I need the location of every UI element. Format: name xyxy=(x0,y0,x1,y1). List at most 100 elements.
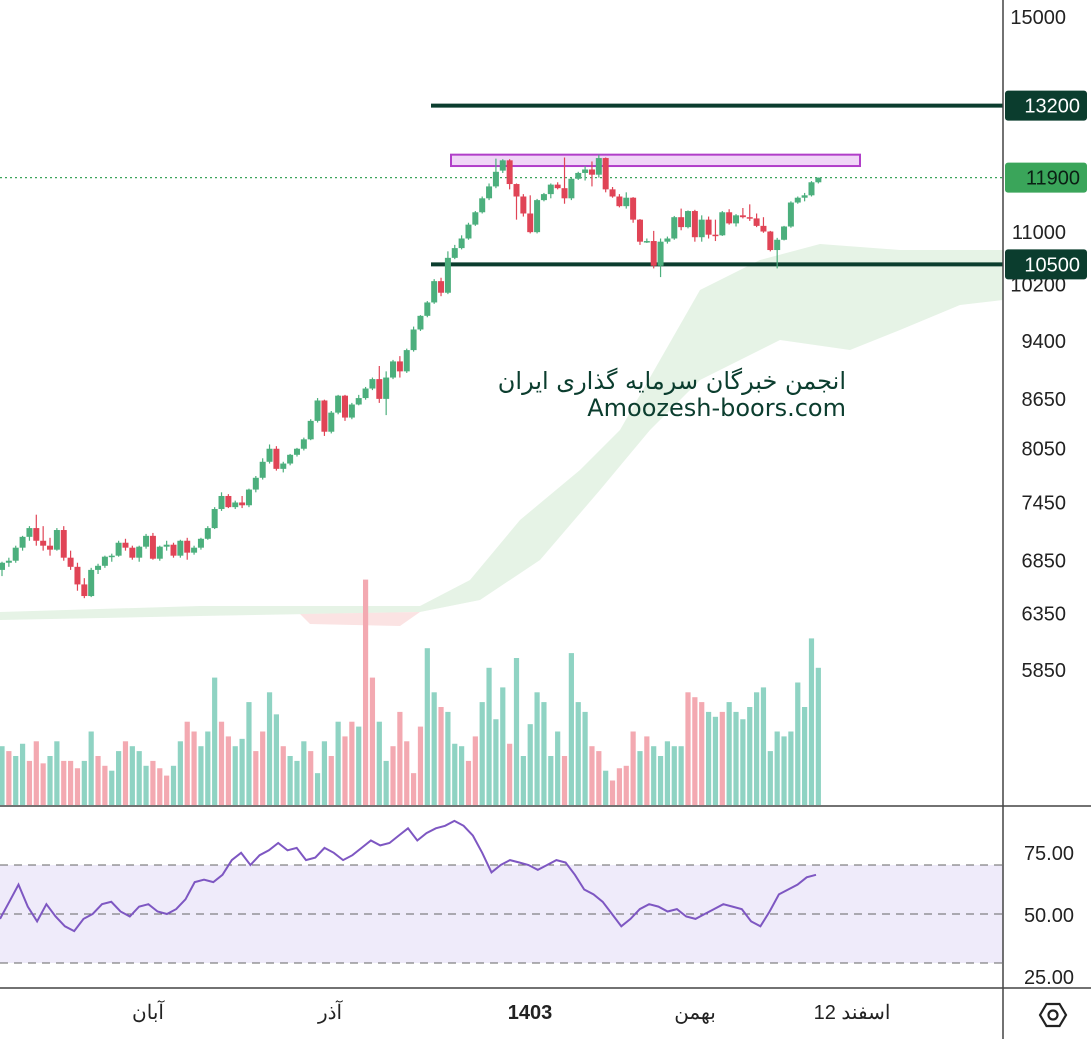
volume-bar xyxy=(486,667,492,805)
candle-body xyxy=(328,412,335,432)
candle-body xyxy=(431,281,438,303)
candle-body xyxy=(746,217,753,219)
volume-bar xyxy=(164,775,170,805)
volume-bar xyxy=(212,677,218,805)
volume-bar xyxy=(685,692,691,805)
volume-bar xyxy=(61,760,67,805)
candle-body xyxy=(239,502,246,506)
volume-bar xyxy=(808,638,815,805)
volume-bar xyxy=(95,756,101,805)
candle-body xyxy=(561,188,568,199)
candle-body xyxy=(753,218,760,226)
candle-body xyxy=(26,528,33,537)
ichimoku-cloud xyxy=(0,244,1003,626)
price-axis[interactable]: 15000 11000 10200 9400 8650 8050 7450 6850 6350 5… xyxy=(1010,7,1066,682)
volume-bar xyxy=(623,765,629,805)
volume-bar xyxy=(719,711,725,805)
candle-body xyxy=(252,477,259,490)
volume-bar xyxy=(26,760,33,805)
volume-bar xyxy=(335,721,341,805)
candle-body xyxy=(143,535,150,547)
volume-bar xyxy=(630,731,636,805)
volume-bar xyxy=(143,765,149,805)
volume-bar xyxy=(342,736,348,805)
candle-body xyxy=(568,178,575,199)
volume-bar xyxy=(294,760,300,805)
candle-body xyxy=(129,547,136,558)
candle-body xyxy=(307,420,314,440)
candle-body xyxy=(287,454,294,464)
volume-bar xyxy=(431,692,437,805)
candle-body xyxy=(705,219,712,235)
volume-bar xyxy=(122,741,129,805)
candle-body xyxy=(191,547,198,553)
volume-bar xyxy=(479,702,485,805)
candle-body xyxy=(163,544,170,547)
candle-body xyxy=(595,158,602,175)
volume-bar xyxy=(534,692,540,805)
candle-body xyxy=(582,169,589,173)
candle-body xyxy=(424,302,431,316)
candle-body xyxy=(300,439,307,449)
candle-body xyxy=(74,566,81,585)
candle-body xyxy=(293,448,300,455)
volume-bar xyxy=(218,721,225,805)
resistance-zone[interactable] xyxy=(450,153,861,168)
volume-bar xyxy=(273,714,279,805)
volume-bar xyxy=(520,756,526,805)
candle-body xyxy=(787,202,794,227)
volume-bar xyxy=(616,768,622,805)
candle-body xyxy=(12,547,19,561)
volume-bar xyxy=(362,579,369,805)
volume-bar xyxy=(129,746,135,805)
candle-body xyxy=(794,197,801,203)
volume-bar xyxy=(637,751,643,805)
volume-bar xyxy=(349,721,355,805)
volume-bar xyxy=(260,731,266,805)
volume-bar xyxy=(280,746,286,805)
volume-bar xyxy=(664,741,671,805)
candle-body xyxy=(314,400,321,421)
time-axis[interactable]: آبان آذر 1403 بهمن 12 اسفند xyxy=(132,1000,890,1024)
candle-body xyxy=(657,241,664,266)
volume-bar xyxy=(13,756,19,805)
volume-bar xyxy=(40,763,46,805)
volume-bar xyxy=(747,707,753,805)
rsi-axis[interactable]: 75.00 50.00 25.00 xyxy=(1024,843,1074,989)
cloud-bear-area xyxy=(300,612,420,626)
candle-body xyxy=(136,546,143,558)
time-tick-label: آذر xyxy=(317,1000,344,1024)
candle-body xyxy=(369,379,376,389)
price-tick-label: 8650 xyxy=(1022,389,1067,411)
price-tag-label: 10500 xyxy=(1024,254,1080,276)
price-tick-label: 6350 xyxy=(1022,603,1067,625)
candle-body xyxy=(527,213,534,233)
price-tag-11900 xyxy=(1005,162,1087,193)
candle-body xyxy=(273,448,280,469)
candle-body xyxy=(0,562,5,570)
volume-bar xyxy=(253,751,259,805)
volume-bar xyxy=(705,711,712,805)
candle-body xyxy=(712,234,719,237)
volume-bar xyxy=(136,751,142,805)
volume-bar xyxy=(19,743,26,805)
volume-bars xyxy=(0,579,821,805)
candle-body xyxy=(575,172,582,179)
volume-bar xyxy=(795,682,801,805)
volume-bar xyxy=(397,711,403,805)
candle-body xyxy=(417,315,424,330)
volume-bar xyxy=(157,768,163,805)
hexagon-settings-icon[interactable] xyxy=(1038,1002,1068,1028)
cloud-area xyxy=(0,244,1003,620)
candle-body xyxy=(355,398,362,405)
price-tick-label: 15000 xyxy=(1010,7,1066,29)
volume-bar xyxy=(754,692,760,805)
candle-body xyxy=(184,540,191,553)
volume-bar xyxy=(239,738,245,805)
volume-bar xyxy=(445,711,451,805)
volume-bar xyxy=(555,731,561,805)
candle-body xyxy=(636,219,643,242)
candle-body xyxy=(149,535,156,559)
volume-bar xyxy=(232,746,238,805)
